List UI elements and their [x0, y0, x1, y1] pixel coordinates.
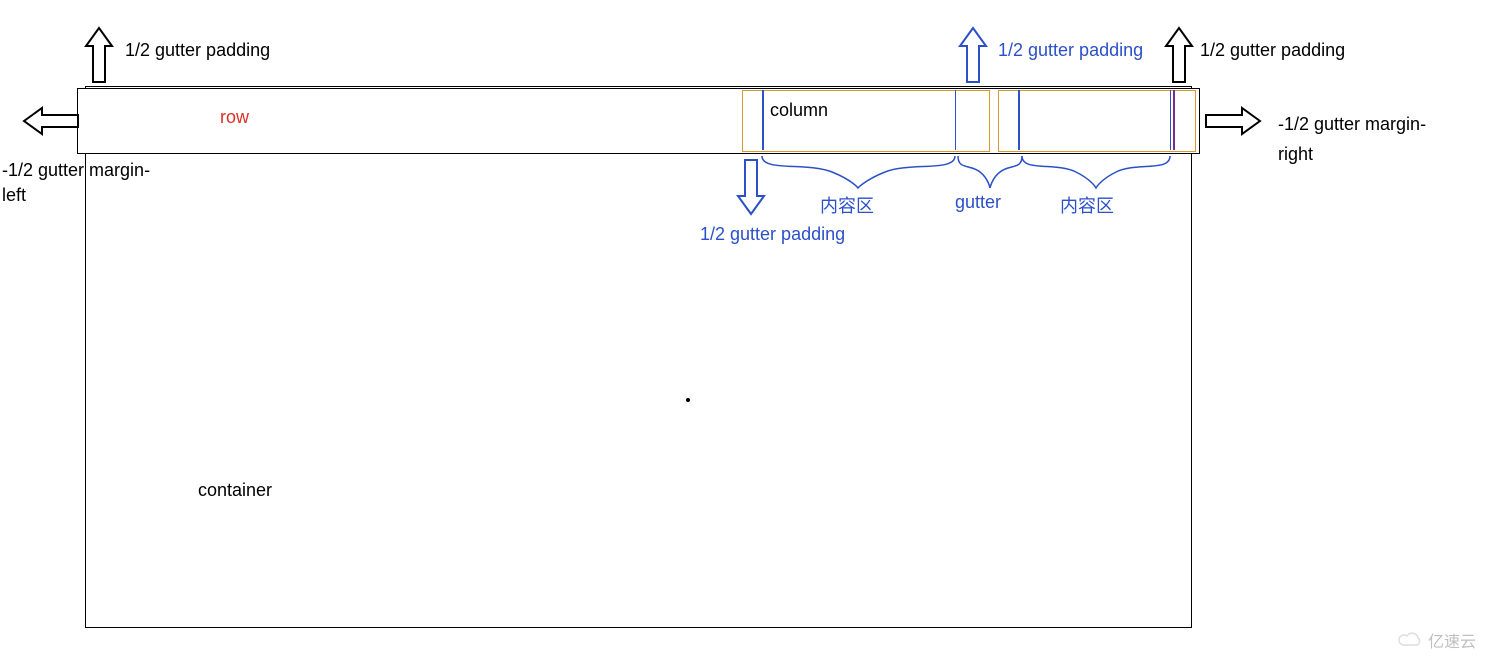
container-label: container — [198, 480, 272, 501]
arrow-up-top-left — [86, 28, 112, 86]
brace-label-content-2: 内容区 — [1060, 192, 1114, 218]
brace-content-2 — [1022, 152, 1170, 188]
label-col1-down: 1/2 gutter padding — [700, 224, 845, 245]
label-top-left: 1/2 gutter padding — [125, 40, 270, 61]
right-inner-guide — [1173, 90, 1175, 150]
label-right-margin-2: right — [1278, 144, 1313, 165]
column-2-padding-guide-right — [1170, 90, 1171, 150]
label-right-margin-1: -1/2 gutter margin- — [1278, 114, 1426, 135]
arrow-up-col2-black — [1166, 28, 1192, 86]
column-1-padding-guide-left — [762, 90, 764, 150]
watermark-text: 亿速云 — [1428, 628, 1476, 652]
column-label: column — [770, 100, 828, 121]
label-left-margin-1: -1/2 gutter margin- — [2, 160, 150, 181]
brace-label-content-1: 内容区 — [820, 192, 874, 218]
column-1-padding-guide-right — [955, 90, 956, 150]
row-label: row — [220, 107, 249, 128]
arrow-left-margin — [24, 108, 82, 134]
column-box-2 — [998, 90, 1196, 152]
brace-gutter — [958, 152, 1022, 188]
watermark: 亿速云 — [1398, 628, 1476, 652]
center-dot — [686, 398, 690, 402]
label-col2-up: 1/2 gutter padding — [1200, 40, 1345, 61]
arrow-right-margin — [1202, 108, 1260, 134]
brace-content-1 — [762, 152, 955, 188]
label-left-margin-2: left — [2, 185, 26, 206]
arrow-down-col1-blue — [738, 156, 764, 214]
column-2-padding-guide-left — [1018, 90, 1020, 150]
arrow-up-col1-blue — [960, 28, 986, 86]
brace-label-gutter: gutter — [955, 192, 1001, 213]
label-col1-up: 1/2 gutter padding — [998, 40, 1143, 61]
